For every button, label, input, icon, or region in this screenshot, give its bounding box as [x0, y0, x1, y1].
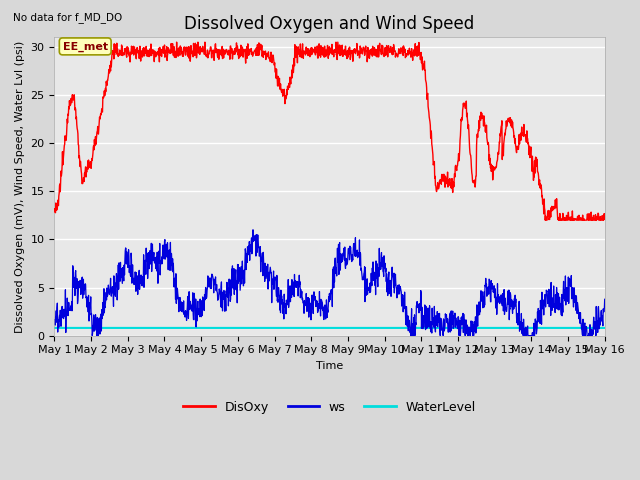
- Text: No data for f_MD_DO: No data for f_MD_DO: [13, 12, 122, 23]
- Title: Dissolved Oxygen and Wind Speed: Dissolved Oxygen and Wind Speed: [184, 15, 475, 33]
- Y-axis label: Dissolved Oxygen (mV), Wind Speed, Water Lvl (psi): Dissolved Oxygen (mV), Wind Speed, Water…: [15, 40, 25, 333]
- X-axis label: Time: Time: [316, 361, 343, 371]
- Text: EE_met: EE_met: [63, 41, 108, 51]
- Legend: DisOxy, ws, WaterLevel: DisOxy, ws, WaterLevel: [179, 396, 481, 419]
